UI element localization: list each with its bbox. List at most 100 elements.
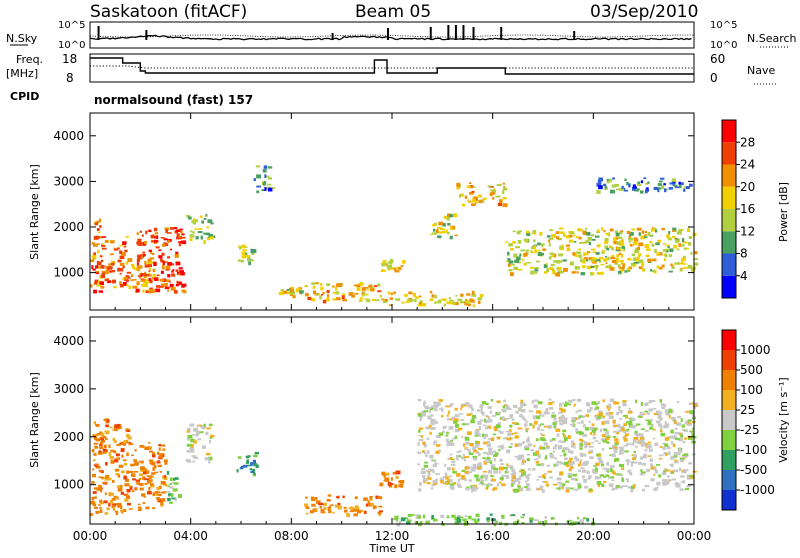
- velocity-cell-8: [492, 487, 498, 491]
- velocity-cell-8: [679, 467, 682, 472]
- velocity-cell-8: [446, 414, 449, 417]
- velocity-cell-8: [675, 451, 681, 456]
- velocity-cell-8: [438, 408, 444, 411]
- power-cell-13: [618, 252, 622, 256]
- power-cell-13: [654, 248, 657, 253]
- power-cell-1: [117, 259, 122, 263]
- velocity-cell-1: [152, 454, 156, 458]
- velocity-cell-8: [482, 471, 487, 473]
- power-cell-3: [152, 268, 156, 273]
- velocity-cell-8: [571, 420, 576, 423]
- velocity-cell-8: [622, 430, 627, 433]
- nave-label: Nave: [747, 64, 775, 77]
- velocity-cell-8: [585, 414, 590, 417]
- power-cell-13: [628, 241, 632, 243]
- velocity-cell-8: [541, 414, 545, 417]
- power-cell-13: [656, 265, 660, 269]
- velocity-cell-1: [128, 443, 134, 446]
- power-cell-8: [372, 299, 376, 302]
- velocity-cell-8: [526, 483, 530, 487]
- power-cell-14: [671, 178, 676, 182]
- velocity-cell-1: [139, 445, 145, 448]
- velocity-cell-1: [162, 448, 166, 451]
- velocity-cell-8: [554, 444, 558, 447]
- power-cell-11: [437, 235, 442, 239]
- velocity-cell-0: [102, 481, 107, 484]
- velocity-cell-1: [162, 477, 165, 479]
- velocity-cell-8: [446, 444, 451, 446]
- velocity-cell-8: [418, 399, 422, 402]
- velocity-cell-3: [187, 427, 191, 431]
- velocity-cell-0: [96, 465, 101, 469]
- power-cell-3: [141, 234, 144, 237]
- velocity-cell-8: [457, 427, 463, 430]
- velocity-cell-8: [683, 453, 689, 457]
- velocity-cell-3: [186, 438, 190, 441]
- velocity-cell-8: [603, 476, 607, 478]
- velocity-cell-8: [511, 483, 514, 487]
- velocity-cell-7: [459, 516, 464, 519]
- velocity-cell-8: [639, 439, 645, 443]
- velocity-cell-8: [433, 440, 438, 444]
- power-cell-9: [472, 293, 476, 297]
- velocity-cell-8: [644, 484, 650, 488]
- velocity-cell-8: [648, 400, 653, 404]
- velocity-cell-8: [622, 452, 625, 455]
- velocity-cell-8: [580, 464, 584, 467]
- power-cell-13: [626, 268, 631, 271]
- velocity-cell-1: [160, 503, 164, 507]
- velocity-cell-8: [559, 454, 563, 457]
- power-ytick-label: 2000: [53, 220, 84, 234]
- velocity-cell-8: [526, 438, 530, 443]
- power-cell-13: [510, 272, 514, 277]
- power-cell-4: [200, 235, 203, 240]
- velocity-cell-3: [186, 430, 190, 433]
- power-cbar-tick-label: 4: [740, 269, 748, 283]
- power-cell-13: [688, 236, 693, 239]
- power-cell-11: [443, 215, 447, 219]
- velocity-cell-7: [499, 521, 503, 525]
- power-cell-1: [119, 272, 122, 275]
- velocity-cell-7: [471, 518, 477, 521]
- velocity-cell-8: [502, 466, 508, 470]
- velocity-cell-8: [487, 440, 490, 444]
- power-cell-13: [508, 243, 513, 247]
- power-cell-11: [449, 235, 453, 240]
- power-cell-8: [377, 283, 381, 287]
- velocity-cell-8: [498, 448, 501, 452]
- velocity-cell-3: [197, 438, 202, 441]
- power-cell-13: [615, 234, 619, 239]
- power-cell-3: [178, 235, 181, 238]
- power-cell-3: [178, 267, 183, 270]
- velocity-cell-8: [435, 473, 440, 475]
- velocity-cell-8: [450, 488, 455, 490]
- velocity-cell-8: [578, 438, 583, 441]
- power-cell-13: [679, 268, 683, 272]
- velocity-cell-8: [674, 482, 679, 487]
- velocity-cell-8: [483, 418, 486, 423]
- velocity-ytick-label: 1000: [53, 478, 84, 492]
- velocity-cell-8: [512, 475, 516, 479]
- velocity-cell-0: [126, 489, 131, 493]
- velocity-cell-0: [92, 473, 96, 478]
- velocity-cell-8: [608, 403, 612, 408]
- power-cell-3: [181, 284, 185, 288]
- power-cell-13: [610, 256, 615, 259]
- power-cell-11: [432, 223, 436, 227]
- velocity-cell-0: [93, 442, 99, 445]
- velocity-cell-8: [660, 403, 665, 406]
- velocity-cell-8: [431, 423, 435, 426]
- velocity-cell-8: [518, 414, 522, 417]
- power-cell-3: [159, 258, 163, 261]
- velocity-cell-8: [536, 463, 541, 466]
- nsky-label: N.Sky: [6, 32, 38, 45]
- noise-spike: [573, 31, 576, 40]
- velocity-cell-0: [101, 476, 104, 480]
- velocity-cell-8: [594, 414, 598, 419]
- velocity-cell-8: [570, 487, 574, 490]
- velocity-cell-8: [598, 410, 603, 415]
- velocity-cell-2: [169, 501, 173, 504]
- velocity-cell-8: [648, 448, 653, 452]
- velocity-cell-8: [460, 404, 464, 408]
- velocity-cell-8: [572, 422, 575, 426]
